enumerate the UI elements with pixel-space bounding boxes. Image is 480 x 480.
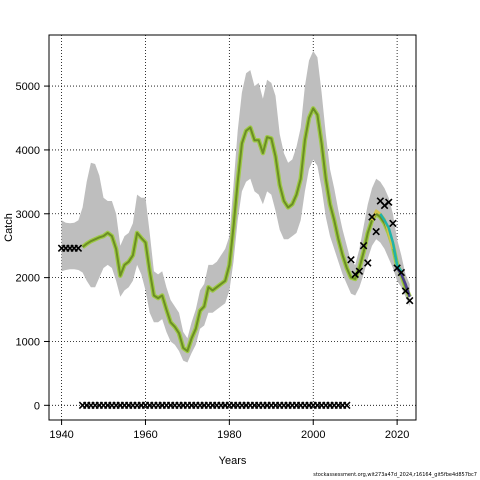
y-tick-label: 4000 (16, 145, 40, 157)
plot-frame (48, 34, 417, 421)
x-axis-title: Years (219, 455, 247, 467)
y-tick-label: 1000 (16, 336, 40, 348)
observation-point (372, 227, 380, 236)
y-tick-label: 3000 (16, 209, 40, 221)
observation-point (389, 219, 397, 228)
y-axis-title: Catch (3, 213, 15, 242)
source-footnote: stockassessment.org,wit273a47d_2024,r161… (313, 472, 477, 478)
observed-catch-points (57, 197, 414, 410)
x-tick-label: 2020 (385, 429, 409, 441)
x-tick-label: 1980 (217, 429, 241, 441)
x-tick-label: 1940 (49, 429, 73, 441)
observation-point (405, 296, 414, 305)
x-tick-label: 2000 (301, 429, 325, 441)
y-tick-label: 2000 (16, 273, 40, 285)
x-tick-label: 1960 (133, 429, 157, 441)
observation-point (384, 198, 393, 207)
y-tick-label: 5000 (16, 81, 40, 93)
observation-point (355, 267, 364, 276)
observation-point (74, 244, 83, 253)
retro-line-2 (379, 213, 403, 272)
main-line (81, 107, 411, 352)
observation-point (347, 255, 355, 264)
y-axis: 0 1000 2000 3000 4000 5000 (16, 81, 49, 412)
x-axis: 1940 1960 1980 2000 2020 (49, 420, 409, 441)
observation-point (364, 259, 372, 267)
observation-point (397, 268, 406, 277)
observation-point (368, 213, 376, 221)
observation-point (343, 401, 351, 410)
observation-point (401, 287, 410, 295)
catch-lines (81, 106, 412, 354)
y-tick-label: 0 (34, 400, 40, 412)
observation-point (359, 241, 368, 250)
